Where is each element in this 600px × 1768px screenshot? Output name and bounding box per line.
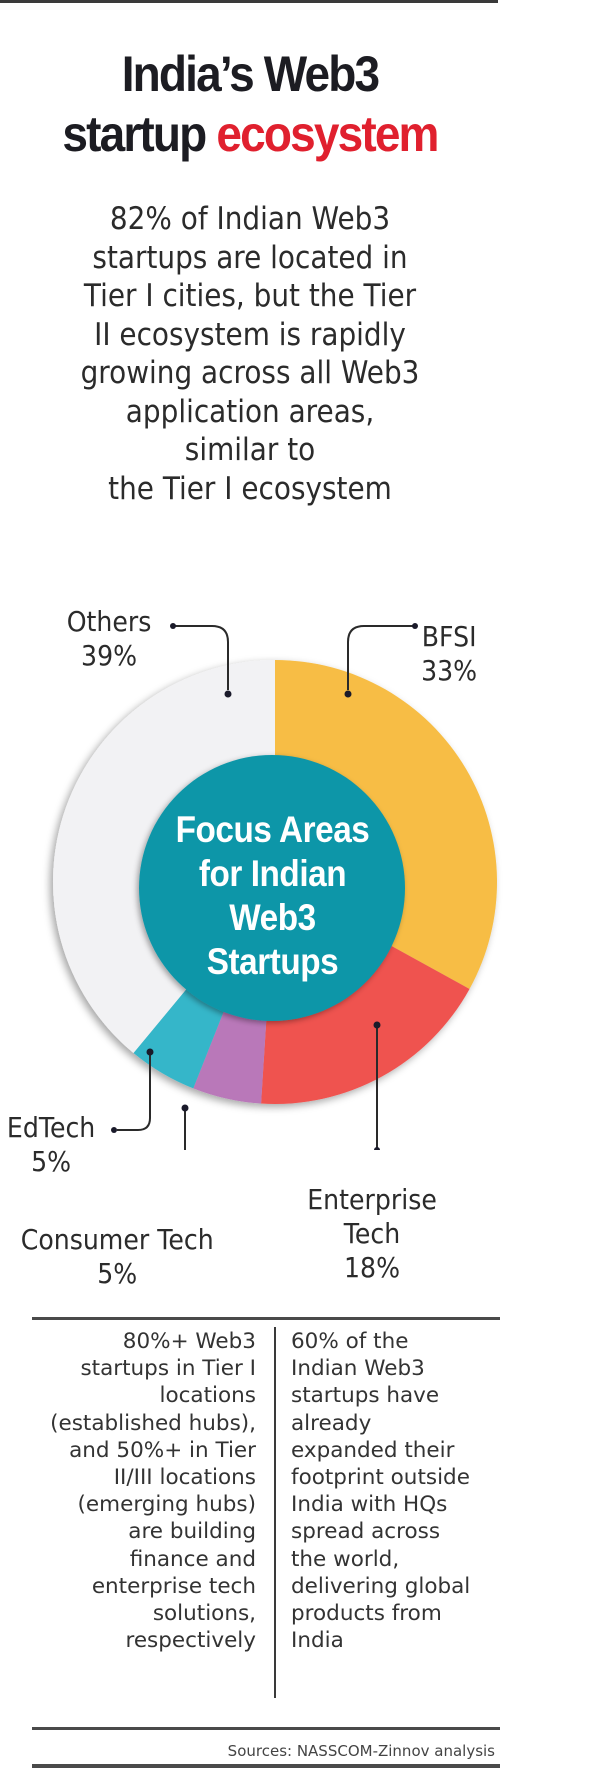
note-line: 80%+ Web3 bbox=[122, 1329, 256, 1354]
note-line: II/III locations bbox=[113, 1465, 256, 1491]
note-line: India with HQs bbox=[291, 1492, 448, 1518]
note-line: the world, bbox=[291, 1546, 400, 1572]
note-line: startups in Tier I bbox=[80, 1356, 256, 1382]
divider-source-top bbox=[32, 1727, 500, 1730]
leader-dots bbox=[111, 623, 418, 1150]
center-label-line: Web3 bbox=[229, 897, 316, 938]
intro-line: similar to bbox=[184, 432, 316, 468]
intro-line: 82% of Indian Web3 bbox=[109, 201, 391, 237]
note-line: delivering global bbox=[291, 1573, 471, 1599]
label-name: Tech bbox=[343, 1217, 401, 1250]
headline: India’s Web3 startup ecosystem bbox=[20, 44, 480, 164]
label-name: BFSI bbox=[421, 620, 477, 653]
top-rule bbox=[0, 0, 498, 3]
headline-accent: ecosystem bbox=[216, 106, 439, 162]
label-value: 39% bbox=[81, 639, 138, 672]
note-line: India bbox=[291, 1628, 344, 1654]
note-right: 60% of the Indian Web3 startups have alr… bbox=[291, 1328, 470, 1654]
intro-line: the Tier I ecosystem bbox=[108, 470, 392, 507]
label-value: 18% bbox=[344, 1251, 401, 1284]
note-line: Indian Web3 bbox=[291, 1356, 425, 1382]
note-line: footprint outside bbox=[291, 1465, 470, 1491]
leader-others bbox=[173, 625, 229, 690]
note-line: spread across bbox=[291, 1519, 441, 1545]
intro-text: 82% of Indian Web3 startups are located … bbox=[25, 200, 475, 508]
intro-line: growing across all Web3 bbox=[80, 355, 420, 391]
leader-bfsi bbox=[347, 625, 415, 690]
note-line: locations bbox=[159, 1383, 256, 1409]
label-edtech: EdTech 5% bbox=[7, 1111, 95, 1179]
label-value: 33% bbox=[421, 654, 478, 687]
leader-lines bbox=[117, 625, 415, 1150]
note-left: 80%+ Web3 startups in Tier I locations (… bbox=[50, 1328, 256, 1654]
headline-plain: startup bbox=[62, 106, 207, 162]
label-value: 5% bbox=[31, 1145, 72, 1178]
label-others: Others 39% bbox=[67, 605, 152, 673]
divider-bottom bbox=[32, 1764, 500, 1768]
note-line: finance and bbox=[129, 1546, 256, 1572]
intro-line: II ecosystem is rapidly bbox=[94, 316, 406, 353]
label-name: Enterprise bbox=[307, 1183, 437, 1216]
note-line: respectively bbox=[125, 1628, 256, 1654]
note-line: solutions, bbox=[152, 1601, 256, 1627]
note-line: already bbox=[291, 1410, 372, 1436]
note-line: enterprise tech bbox=[91, 1573, 256, 1599]
label-name: Others bbox=[66, 605, 152, 638]
label-enterprise-tech: Enterprise Tech 18% bbox=[307, 1183, 437, 1285]
note-line: (established hubs), bbox=[50, 1410, 256, 1436]
label-bfsi: BFSI 33% bbox=[421, 620, 477, 688]
note-line: startups have bbox=[291, 1383, 440, 1409]
label-name: Consumer Tech bbox=[20, 1223, 214, 1256]
headline-line-2: startup ecosystem bbox=[20, 104, 480, 164]
intro-line: Tier I cities, but the Tier bbox=[83, 278, 417, 314]
intro-line: startups are located in bbox=[92, 239, 408, 276]
note-line: and 50%+ in Tier bbox=[69, 1437, 256, 1463]
center-label-line: Startups bbox=[206, 941, 339, 982]
column-divider bbox=[274, 1515, 276, 1698]
donut-center bbox=[139, 755, 405, 1021]
headline-line-1: India’s Web3 bbox=[121, 46, 380, 102]
source-credit: Sources: NASSCOM-Zinnov analysis bbox=[227, 1742, 495, 1760]
note-line: are building bbox=[128, 1519, 256, 1545]
label-consumer-tech: Consumer Tech 5% bbox=[21, 1223, 214, 1291]
label-name: EdTech bbox=[6, 1111, 96, 1144]
center-label-line: Focus Areas bbox=[175, 809, 370, 850]
divider-top bbox=[32, 1317, 500, 1320]
donut-center-label: Focus Areas for Indian Web3 Startups bbox=[153, 808, 392, 984]
note-line: products from bbox=[291, 1601, 442, 1627]
note-line: 60% of the bbox=[291, 1329, 409, 1354]
center-label-line: for Indian bbox=[198, 853, 347, 894]
label-value: 5% bbox=[97, 1257, 138, 1290]
intro-line: application areas, bbox=[125, 393, 375, 430]
column-divider bbox=[274, 1327, 276, 1515]
note-line: (emerging hubs) bbox=[77, 1492, 256, 1518]
note-line: expanded their bbox=[291, 1437, 455, 1463]
donut-chart bbox=[53, 623, 497, 1150]
leader-edtech bbox=[117, 1055, 151, 1131]
